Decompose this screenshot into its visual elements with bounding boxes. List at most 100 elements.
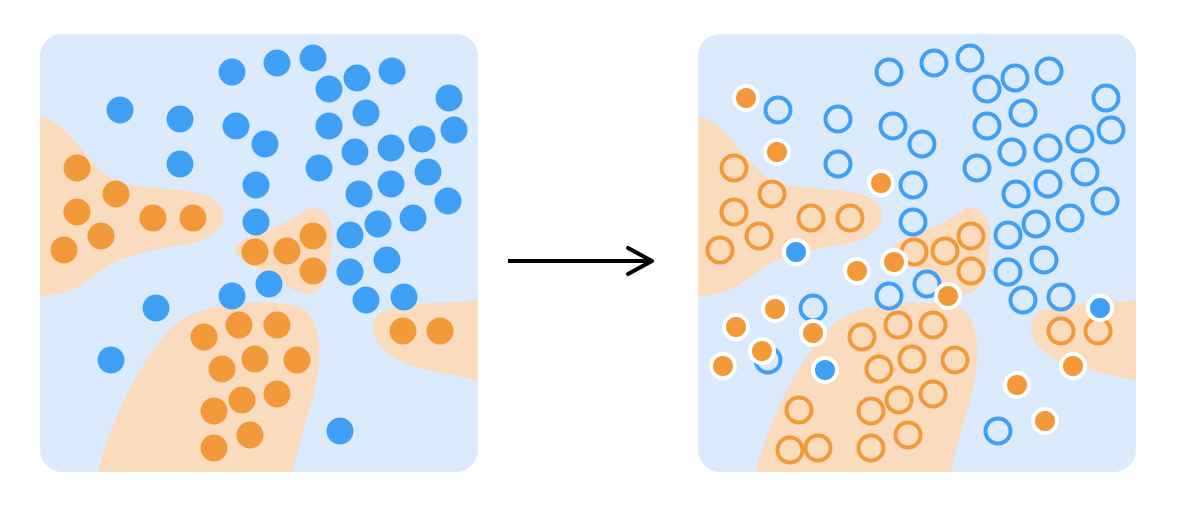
- blue-ring: [898, 170, 928, 200]
- blue-point: [222, 112, 250, 140]
- blue-point: [435, 84, 463, 112]
- blue-dot: [811, 356, 839, 384]
- blue-point: [299, 44, 327, 72]
- orange-dot: [732, 84, 760, 112]
- orange-ring: [744, 221, 774, 251]
- orange-ring: [775, 435, 805, 465]
- orange-point: [200, 434, 228, 462]
- orange-ring: [757, 179, 787, 209]
- blue-point: [142, 294, 170, 322]
- orange-dot: [763, 138, 791, 166]
- blue-point: [377, 134, 405, 162]
- orange-ring: [893, 420, 923, 450]
- blue-point: [263, 49, 291, 77]
- orange-dot: [722, 313, 750, 341]
- arrow-head: [626, 246, 654, 276]
- blue-point: [326, 417, 354, 445]
- orange-ring: [918, 379, 948, 409]
- blue-point: [352, 99, 380, 127]
- blue-ring: [874, 57, 904, 87]
- orange-ring: [918, 310, 948, 340]
- orange-dot: [799, 319, 827, 347]
- right-panel: [698, 34, 1136, 472]
- orange-point: [273, 237, 301, 265]
- orange-ring: [705, 235, 735, 265]
- right-region-south: [756, 302, 978, 472]
- blue-point: [242, 171, 270, 199]
- blue-ring: [1070, 157, 1100, 187]
- blue-ring: [955, 43, 985, 73]
- orange-dot: [1003, 371, 1031, 399]
- orange-point: [228, 386, 256, 414]
- blue-ring: [874, 281, 904, 311]
- orange-point: [139, 204, 167, 232]
- blue-point: [378, 57, 406, 85]
- blue-point: [106, 96, 134, 124]
- blue-point: [315, 75, 343, 103]
- blue-ring: [1096, 115, 1126, 145]
- orange-dot: [867, 169, 895, 197]
- blue-ring: [898, 207, 928, 237]
- blue-ring: [993, 220, 1023, 250]
- blue-point: [352, 286, 380, 314]
- blue-point: [408, 125, 436, 153]
- blue-point: [336, 258, 364, 286]
- blue-point: [343, 64, 371, 92]
- orange-ring: [835, 203, 865, 233]
- blue-ring: [1033, 169, 1063, 199]
- blue-ring: [919, 48, 949, 78]
- orange-ring: [864, 354, 894, 384]
- blue-point: [440, 116, 468, 144]
- blue-point: [377, 170, 405, 198]
- orange-dot: [880, 248, 908, 276]
- blue-ring: [972, 111, 1002, 141]
- orange-ring: [856, 433, 886, 463]
- blue-point: [255, 270, 283, 298]
- blue-point: [434, 187, 462, 215]
- orange-ring: [784, 395, 814, 425]
- blue-ring: [1091, 83, 1121, 113]
- orange-point: [63, 198, 91, 226]
- blue-ring: [1046, 282, 1076, 312]
- orange-ring: [930, 236, 960, 266]
- orange-ring: [1046, 316, 1076, 346]
- blue-ring: [972, 74, 1002, 104]
- blue-point: [399, 204, 427, 232]
- orange-point: [299, 257, 327, 285]
- orange-ring: [897, 344, 927, 374]
- blue-ring: [1000, 63, 1030, 93]
- orange-ring: [719, 153, 749, 183]
- orange-ring: [856, 396, 886, 426]
- blue-ring: [1021, 209, 1051, 239]
- right-orange-dots: [709, 84, 1087, 435]
- left-region-south: [98, 302, 320, 472]
- blue-point: [336, 221, 364, 249]
- orange-point: [225, 311, 253, 339]
- blue-point: [364, 210, 392, 238]
- blue-point: [345, 180, 373, 208]
- orange-dot: [934, 282, 962, 310]
- blue-ring: [823, 104, 853, 134]
- blue-ring: [912, 269, 942, 299]
- orange-point: [241, 345, 269, 373]
- left-orange-points: [50, 154, 454, 462]
- right-blue-rings: [753, 43, 1126, 446]
- blue-ring: [907, 129, 937, 159]
- orange-ring: [940, 345, 970, 375]
- orange-ring: [847, 322, 877, 352]
- blue-point: [315, 112, 343, 140]
- orange-ring: [884, 385, 914, 415]
- blue-dot: [1086, 294, 1114, 322]
- orange-ring: [956, 256, 986, 286]
- orange-dot: [761, 295, 789, 323]
- orange-point: [102, 180, 130, 208]
- blue-point: [251, 130, 279, 158]
- blue-point: [166, 150, 194, 178]
- orange-point: [263, 380, 291, 408]
- orange-ring: [883, 310, 913, 340]
- blue-point: [166, 105, 194, 133]
- blue-point: [390, 283, 418, 311]
- orange-dot: [709, 352, 737, 380]
